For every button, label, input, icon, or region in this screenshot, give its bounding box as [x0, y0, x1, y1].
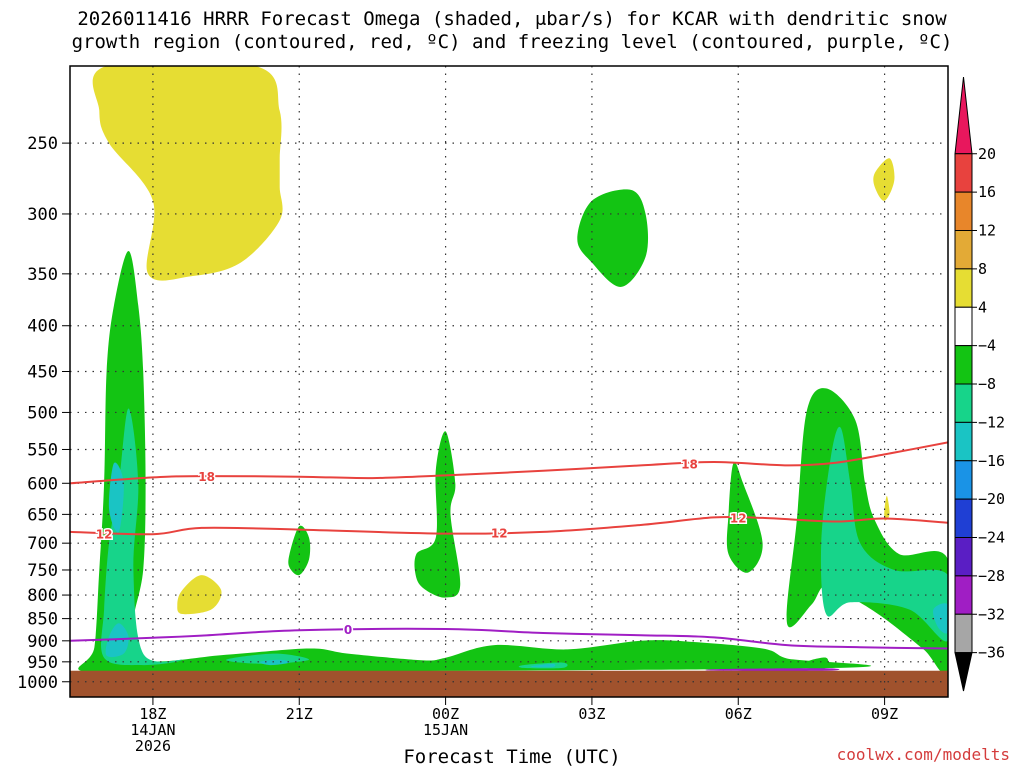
omega-region-10 [820, 426, 948, 642]
colorbar-label-2: 12 [978, 222, 996, 240]
colorbar-label-10: −24 [978, 529, 1005, 547]
colorbar-bin-4 [954, 268, 973, 308]
ground-fill [70, 670, 948, 697]
x-tick-label-09Z: 09Z [871, 705, 898, 723]
contour-label-1: 18 [681, 457, 698, 471]
colorbar-label-12: −32 [978, 605, 1005, 623]
contour-line-0 [70, 441, 948, 485]
x-tick-label-21Z: 21Z [286, 705, 313, 723]
colorbar-arrow-bottom [954, 652, 973, 692]
contour-label-0: 18 [198, 470, 215, 484]
y-tick-label-600: 600 [27, 474, 58, 494]
colorbar-label-1: 16 [978, 183, 996, 201]
colorbar-label-4: 4 [978, 298, 987, 316]
chart-title-line-2: growth region (contoured, red, ºC) and f… [71, 31, 953, 53]
y-tick-label-950: 950 [27, 653, 58, 673]
contour-label-2: 12 [96, 528, 113, 542]
omega-region-5 [786, 388, 948, 675]
colorbar-bin-10 [954, 498, 973, 538]
ground-layer [70, 670, 948, 697]
colorbar-bin-5 [954, 306, 973, 347]
colorbar-bin-9 [954, 460, 973, 500]
omega-region-18 [177, 575, 222, 615]
contour-line-2 [70, 627, 948, 650]
x-tick-label-06Z: 06Z [725, 705, 752, 723]
omega-region-17 [92, 66, 283, 281]
y-tick-label-850: 850 [27, 610, 58, 630]
colorbar-label-6: −8 [978, 375, 996, 393]
omega-region-2 [414, 431, 461, 598]
omega-region-6 [804, 657, 829, 669]
contour-label-4: 12 [730, 511, 747, 525]
colorbar-label-9: −20 [978, 490, 1005, 508]
y-tick-label-350: 350 [27, 265, 58, 285]
y-tick-label-550: 550 [27, 440, 58, 460]
omega-region-3 [577, 189, 649, 287]
colorbar-bin-3 [954, 230, 973, 270]
y-tick-label-400: 400 [27, 317, 58, 337]
colorbar-bin-11 [954, 537, 973, 577]
x-tick-sublabel-0: 14JAN [130, 721, 175, 739]
chart-title-line-1: 2026011416 HRRR Forecast Omega (shaded, … [77, 8, 947, 30]
contour-layer: 18 18 12 12 12 0 [70, 441, 948, 650]
plot-border [69, 65, 949, 698]
colorbar-label-8: −16 [978, 452, 1005, 470]
y-tick-label-250: 250 [27, 134, 58, 154]
colorbar-bin-13 [954, 613, 973, 654]
colorbar-label-3: 8 [978, 260, 987, 278]
y-tick-label-300: 300 [27, 205, 58, 225]
colorbar-bin-6 [954, 345, 973, 385]
colorbar-label-5: −4 [978, 337, 996, 355]
omega-region-1 [288, 525, 311, 576]
y-tick-label-800: 800 [27, 586, 58, 606]
y-tick-label-450: 450 [27, 362, 58, 382]
y-tick-label-1000: 1000 [17, 673, 58, 693]
colorbar-label-11: −28 [978, 567, 1005, 585]
contour-label-3: 12 [491, 526, 508, 540]
x-tick-label-18Z: 18Z [139, 705, 166, 723]
colorbar-arrow-top [954, 76, 973, 155]
omega-region-14 [530, 663, 556, 668]
x-tick-label-03Z: 03Z [578, 705, 605, 723]
colorbar-bin-12 [954, 575, 973, 615]
colorbar-bin-1 [954, 153, 973, 193]
omega-region-11 [105, 623, 129, 658]
x-tick-sublabel2-0: 2026 [135, 737, 171, 755]
colorbar-bin-7 [954, 383, 973, 423]
x-tick-label-00Z: 00Z [432, 705, 459, 723]
omega-fill-layer [78, 66, 948, 675]
colorbar-bin-8 [954, 421, 973, 462]
omega-region-13 [259, 659, 290, 666]
contour-line-1 [70, 515, 948, 536]
y-tick-label-750: 750 [27, 561, 58, 581]
axes-layer: 2503003504004505005506006507007508008509… [17, 65, 949, 755]
colorbar-label-7: −12 [978, 413, 1005, 431]
omega-region-16 [705, 668, 840, 671]
contour-label-5: 0 [344, 623, 352, 637]
y-tick-label-900: 900 [27, 632, 58, 652]
colorbar-label-13: −36 [978, 644, 1005, 662]
x-axis-title: Forecast Time (UTC) [403, 746, 621, 768]
x-tick-sublabel-2: 15JAN [423, 721, 468, 739]
omega-region-19 [873, 158, 895, 201]
credit-link[interactable]: coolwx.com/modelts [836, 745, 1010, 764]
colorbar: 20 16 12 8 4 −4 −8 −12 −16 −20 −24 −28 −32 −36 [954, 76, 1005, 692]
y-tick-label-700: 700 [27, 534, 58, 554]
colorbar-bin-2 [954, 191, 973, 231]
colorbar-label-0: 20 [978, 145, 996, 163]
grid-layer [70, 66, 948, 697]
y-tick-label-500: 500 [27, 403, 58, 423]
y-tick-label-650: 650 [27, 505, 58, 525]
